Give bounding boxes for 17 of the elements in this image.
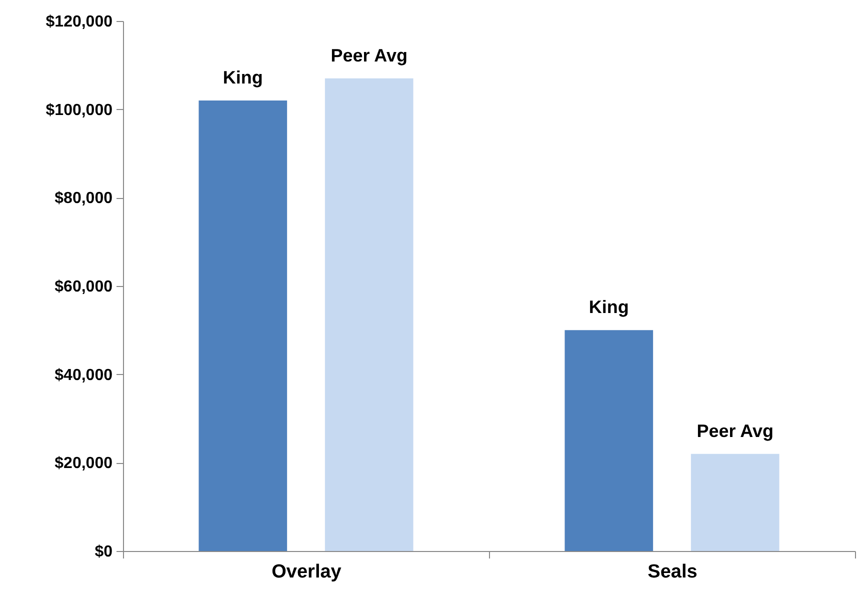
x-tick-label: Seals <box>648 562 698 582</box>
bar <box>198 100 288 551</box>
y-tick-label: $80,000 <box>54 190 113 208</box>
y-tick-label: $40,000 <box>54 366 113 384</box>
y-tick-label: $0 <box>94 544 113 560</box>
text: King <box>588 297 629 318</box>
x-tick-label: Overlay <box>272 562 342 582</box>
y-tick-label: $120,000 <box>46 14 113 30</box>
y-tick-label: $100,000 <box>46 102 113 119</box>
y-tick-label: $20,000 <box>54 455 113 472</box>
y-tick-label: $60,000 <box>54 278 113 296</box>
text: Peer Avg <box>696 420 774 441</box>
bar <box>564 330 654 551</box>
series-label: Peer Avg <box>330 45 408 66</box>
bar <box>690 454 780 551</box>
series-label: King <box>222 68 263 88</box>
bar <box>324 78 414 551</box>
